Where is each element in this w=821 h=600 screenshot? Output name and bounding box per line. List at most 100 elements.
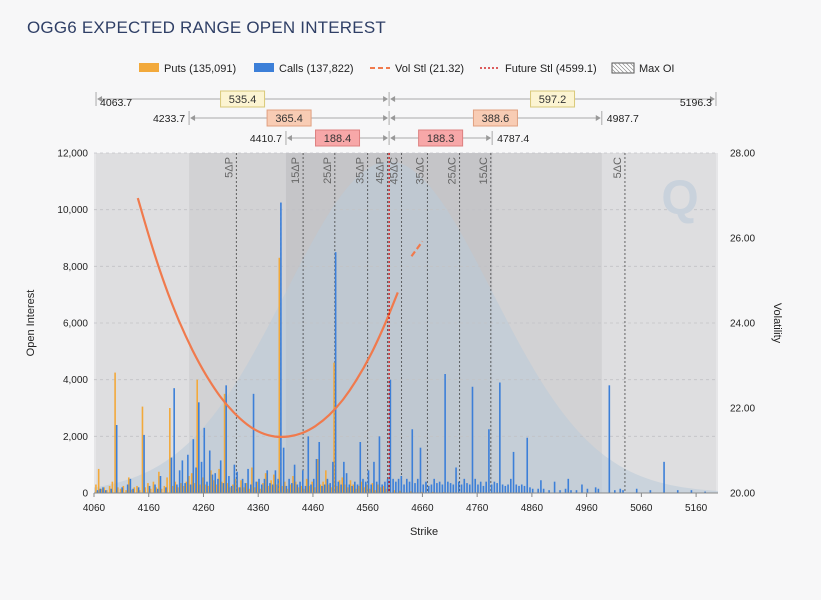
put-bar: [226, 483, 229, 493]
call-bar: [211, 474, 214, 493]
delta-label: 35ΔP: [355, 157, 367, 184]
call-bar: [581, 484, 583, 493]
range-low-label: 4410.7: [250, 133, 282, 145]
call-bar: [225, 385, 227, 493]
y-tick-label: 0: [82, 489, 88, 500]
call-bar: [392, 478, 394, 493]
arrow-right-icon: [595, 115, 601, 121]
call-bar: [518, 485, 520, 493]
call-bar: [271, 484, 274, 493]
call-bar: [403, 484, 405, 493]
arrow-right-icon: [383, 96, 389, 102]
legend-label-maxoi: Max OI: [639, 63, 674, 75]
call-bar: [597, 488, 600, 493]
put-bar: [147, 483, 149, 493]
arrow-left-icon: [390, 135, 396, 141]
put-bar: [240, 480, 242, 493]
put-bar: [294, 481, 297, 493]
put-bar: [431, 491, 434, 493]
delta-label: 15ΔC: [478, 157, 490, 185]
put-bar: [355, 488, 357, 493]
y2-tick-label: 26.00: [730, 234, 755, 245]
call-bar: [165, 487, 167, 493]
hatch-line: [611, 68, 617, 74]
put-bar: [368, 488, 371, 493]
put-bar: [234, 478, 237, 493]
call-bar: [510, 478, 512, 493]
call-bar: [359, 442, 362, 493]
put-bar: [212, 480, 215, 493]
call-bar: [474, 478, 477, 493]
call-bar: [217, 478, 219, 493]
call-bar: [156, 488, 159, 493]
put-bar: [420, 491, 423, 493]
range-brackets: 535.4 597.2 4063.7 5196.3 365.4 388.6 4233.7 49…: [95, 90, 717, 147]
put-bar: [138, 490, 141, 493]
call-bar: [214, 473, 217, 493]
call-bar: [567, 478, 570, 493]
range-up-width: 597.2: [539, 94, 567, 106]
call-bar: [400, 476, 403, 493]
call-bar: [526, 437, 529, 493]
put-bar: [182, 485, 185, 493]
call-bar: [540, 480, 542, 493]
call-bar: [501, 484, 504, 493]
call-bar: [321, 485, 323, 493]
call-bar: [466, 483, 468, 493]
y-tick-label: 4,000: [63, 375, 88, 386]
put-bar: [363, 487, 365, 493]
call-bar: [529, 487, 531, 493]
call-bar: [406, 478, 408, 493]
put-bar: [259, 488, 261, 493]
put-bar: [158, 471, 160, 493]
call-bar: [395, 481, 397, 493]
call-bar: [367, 470, 370, 493]
put-bar: [248, 488, 250, 493]
put-bar: [371, 483, 374, 493]
put-bar: [322, 481, 324, 493]
call-bar: [181, 460, 184, 493]
put-bar: [314, 487, 316, 493]
call-bar: [356, 484, 359, 493]
call-bar: [460, 484, 463, 493]
put-bar: [141, 406, 144, 493]
chart-title: OGG6 EXPECTED RANGE OPEN INTEREST: [27, 18, 386, 37]
y-tick-label: 2,000: [63, 432, 88, 443]
call-bar: [137, 487, 140, 493]
call-bar: [203, 427, 206, 493]
put-bar: [409, 491, 412, 493]
put-bar: [338, 480, 341, 493]
arrow-left-icon: [286, 135, 292, 141]
put-bar: [210, 470, 212, 493]
arrow-left-icon: [97, 96, 103, 102]
call-bar: [348, 484, 351, 493]
call-bar: [282, 447, 285, 493]
put-bar: [196, 379, 198, 493]
vol-curve-extrapolated: [410, 240, 424, 257]
put-bar: [119, 488, 122, 493]
put-bar: [190, 473, 193, 493]
call-bar: [414, 483, 416, 493]
call-bar: [477, 484, 479, 493]
call-bar: [614, 490, 616, 493]
put-bar: [316, 459, 319, 493]
call-bar: [575, 490, 578, 493]
call-bar: [345, 473, 348, 493]
put-bar: [264, 473, 267, 493]
call-bar: [389, 379, 392, 493]
call-bar: [635, 488, 638, 493]
x-tick-label: 4860: [521, 503, 544, 514]
hatch-line: [611, 64, 621, 74]
call-bar: [260, 484, 263, 493]
call-bar: [386, 478, 389, 493]
y-tick-label: 8,000: [63, 262, 88, 273]
call-bar: [236, 471, 238, 493]
put-bar: [366, 484, 368, 493]
call-bar: [195, 467, 197, 493]
put-bar: [270, 480, 272, 493]
range-width-box: [315, 129, 361, 147]
call-bar: [362, 478, 364, 493]
call-bar: [170, 457, 173, 493]
call-bar: [219, 460, 222, 493]
